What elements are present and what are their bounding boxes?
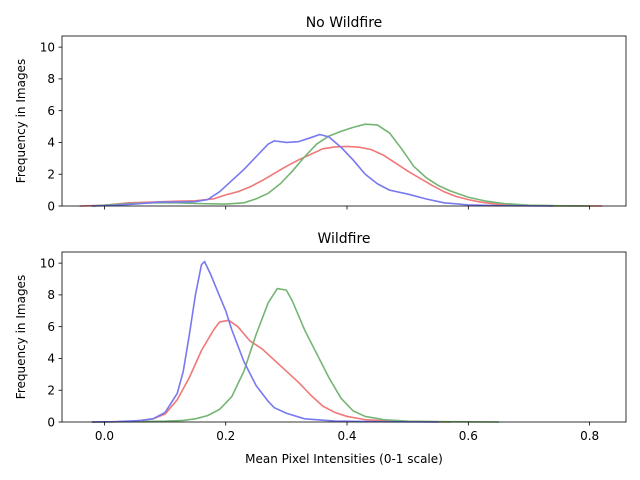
x-tick-label: 0.4 xyxy=(337,429,356,443)
series-line-2 xyxy=(91,123,591,207)
panel-1: 0 2 4 6 8 10 No Wildfire Frequency in Images xyxy=(14,15,627,213)
plot-frame xyxy=(61,35,627,207)
panel-title: No Wildfire xyxy=(306,15,383,31)
y-tick-label: 8 xyxy=(47,72,55,86)
x-tick-label: 0.0 xyxy=(95,429,114,443)
plot-frame xyxy=(61,251,627,423)
series-line-3 xyxy=(91,260,439,423)
panel-2: 0.0 0.2 0.4 0.6 0.8 0 2 4 6 8 10 Wildfire Frequency … xyxy=(14,231,627,466)
y-tick-label: 10 xyxy=(40,256,55,270)
x-tick-label: 0.2 xyxy=(216,429,235,443)
x-axis-label: Mean Pixel Intensities (0-1 scale) xyxy=(245,452,443,466)
panel-title: Wildfire xyxy=(317,231,370,247)
series-line-1 xyxy=(91,319,451,423)
y-tick-label: 0 xyxy=(47,415,55,429)
y-tick-label: 2 xyxy=(47,384,55,398)
series-line-2 xyxy=(91,287,500,423)
y-tick-label: 2 xyxy=(47,168,55,182)
series-line-1 xyxy=(79,145,603,207)
y-tick-label: 6 xyxy=(47,104,55,118)
y-tick-label: 10 xyxy=(40,40,55,54)
y-tick-label: 4 xyxy=(47,352,55,366)
x-tick-label: 0.6 xyxy=(459,429,478,443)
y-tick-label: 8 xyxy=(47,288,55,302)
y-axis-label: Frequency in Images xyxy=(14,275,28,399)
series-line-3 xyxy=(91,133,555,207)
y-tick-label: 4 xyxy=(47,136,55,150)
y-tick-label: 0 xyxy=(47,199,55,213)
y-axis-label: Frequency in Images xyxy=(14,59,28,183)
y-tick-label: 6 xyxy=(47,320,55,334)
x-tick-label: 0.8 xyxy=(580,429,599,443)
